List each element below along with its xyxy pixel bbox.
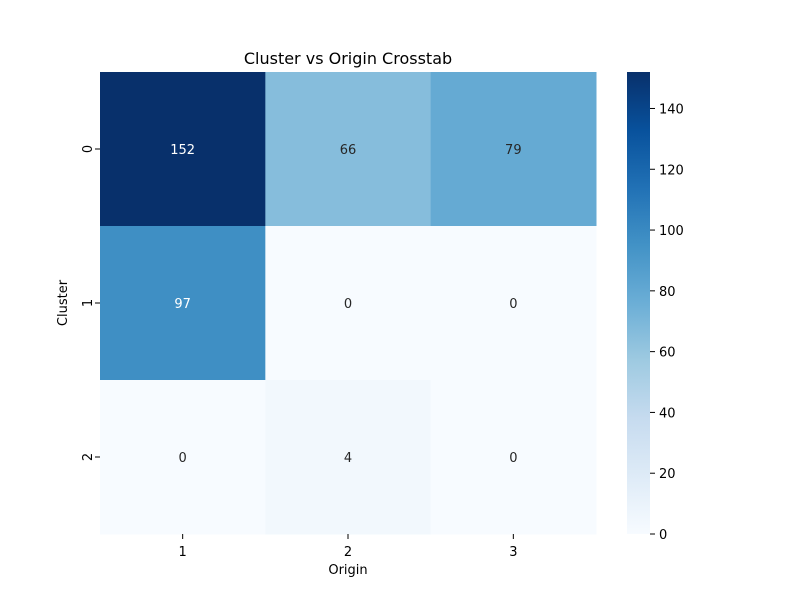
cell-value-label: 4 (344, 451, 352, 466)
x-axis-ticks: 1 2 3 (179, 534, 517, 560)
x-tick-label: 3 (509, 545, 517, 560)
colorbar-tick-label: 60 (659, 346, 676, 361)
heatmap-cell (265, 72, 432, 227)
y-axis-ticks: 0 1 2 (81, 145, 100, 461)
colorbar-ticks: 0 20 40 60 80 100 120 140 (650, 102, 684, 543)
colorbar-tick-label: 40 (659, 406, 676, 421)
colorbar-tick-label: 100 (659, 224, 684, 239)
heatmap-cell (265, 226, 432, 381)
cell-value-label: 97 (174, 297, 191, 312)
colorbar-tick-label: 0 (659, 528, 667, 543)
heatmap-cell (430, 380, 597, 535)
cell-value-label: 66 (340, 143, 357, 158)
cell-value-label: 0 (179, 451, 187, 466)
cell-value-label: 79 (505, 143, 522, 158)
cell-value-label: 0 (509, 451, 517, 466)
colorbar-tick-label: 20 (659, 467, 676, 482)
colorbar (627, 72, 650, 534)
cell-value-label: 152 (170, 143, 195, 158)
y-tick-label: 2 (81, 453, 96, 461)
heatmap-cell (100, 72, 266, 227)
heatmap-cells: 152 66 79 97 0 0 0 4 0 (100, 72, 597, 535)
colorbar-tick-label: 140 (659, 102, 684, 117)
x-tick-label: 1 (179, 545, 187, 560)
x-axis-label: Origin (328, 563, 367, 578)
y-tick-label: 1 (81, 299, 96, 307)
cell-value-label: 0 (509, 297, 517, 312)
heatmap-cell (430, 226, 597, 381)
heatmap-cell (100, 380, 266, 535)
y-axis-label: Cluster (56, 279, 71, 326)
heatmap-cell (430, 72, 597, 227)
chart-title: Cluster vs Origin Crosstab (244, 49, 452, 68)
colorbar-tick-label: 120 (659, 163, 684, 178)
cell-value-label: 0 (344, 297, 352, 312)
colorbar-tick-label: 80 (659, 285, 676, 300)
y-tick-label: 0 (81, 145, 96, 153)
heatmap-cell (100, 226, 266, 381)
x-tick-label: 2 (344, 545, 352, 560)
heatmap-cell (265, 380, 432, 535)
